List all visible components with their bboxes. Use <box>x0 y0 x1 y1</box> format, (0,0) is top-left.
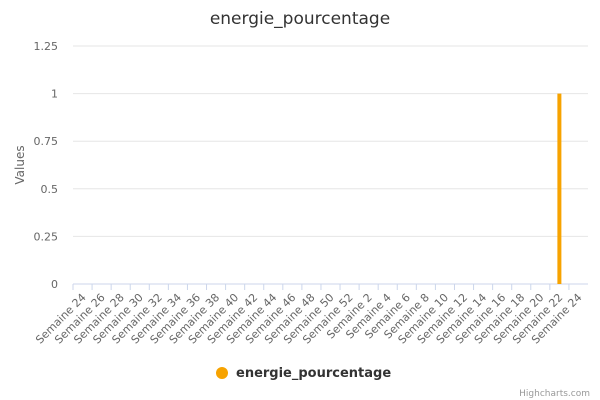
legend-label[interactable]: energie_pourcentage <box>236 366 391 381</box>
chart-title: energie_pourcentage <box>210 9 390 29</box>
y-axis: 0 0.25 0.5 0.75 1 1.25 <box>34 40 59 291</box>
legend[interactable]: energie_pourcentage <box>216 366 391 381</box>
y-axis-title: Values <box>13 145 27 184</box>
y-tick-label: 0.75 <box>34 135 59 148</box>
credits[interactable]: Highcharts.com <box>519 389 590 399</box>
legend-marker-icon <box>216 367 228 379</box>
y-tick-label: 0.25 <box>34 230 59 243</box>
grid <box>73 45 588 285</box>
y-tick-label: 0.5 <box>41 183 59 196</box>
bar[interactable] <box>557 93 562 284</box>
y-tick-label: 1.25 <box>34 40 59 53</box>
y-tick-label: 1 <box>51 88 58 101</box>
y-tick-label: 0 <box>51 278 58 291</box>
bar-series <box>557 93 562 284</box>
